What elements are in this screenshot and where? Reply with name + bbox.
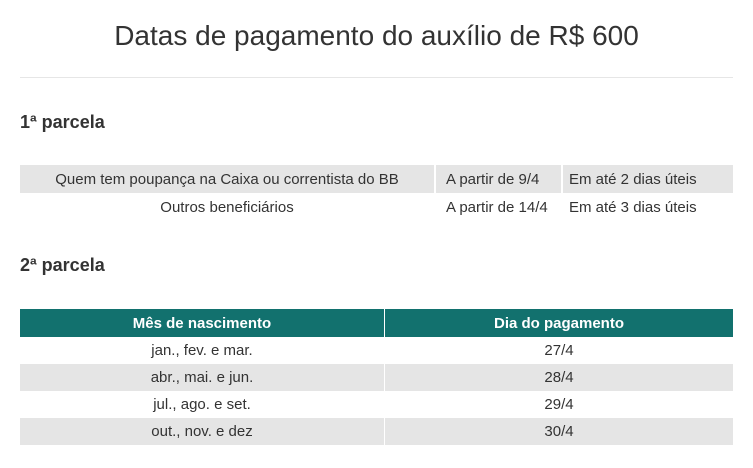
table-row: Quem tem poupança na Caixa ou correntist…	[20, 165, 733, 193]
payment-day-cell: 27/4	[384, 337, 733, 364]
birth-month-cell: jul., ago. e set.	[153, 396, 251, 413]
page-title: Datas de pagamento do auxílio de R$ 600	[114, 20, 639, 51]
section-heading-2a-parcela: 2ª parcela	[20, 255, 105, 275]
table-2a-parcela: Mês de nascimento Dia do pagamento jan.,…	[20, 309, 733, 445]
table-header-row: Mês de nascimento Dia do pagamento	[20, 309, 733, 337]
birth-month-cell: abr., mai. e jun.	[20, 364, 385, 391]
payment-day-cell: 30/4	[384, 418, 733, 445]
deadline-cell: Em até 2 dias úteis	[561, 165, 733, 193]
beneficiary-group-cell: Quem tem poupança na Caixa ou correntist…	[20, 165, 435, 193]
birth-month-cell: out., nov. e dez	[20, 418, 385, 445]
table-row: out., nov. e dez 30/4	[20, 418, 733, 445]
table-row: jul., ago. e set. 29/4	[20, 391, 733, 418]
deadline-cell: Em até 3 dias úteis	[561, 193, 733, 221]
beneficiary-group-cell: Outros beneficiários	[160, 198, 294, 216]
column-header-payment-day: Dia do pagamento	[384, 309, 733, 337]
table-row: Outros beneficiários A partir de 14/4 Em…	[20, 193, 733, 221]
start-date-cell: A partir de 14/4	[434, 193, 562, 221]
column-header-birth-month: Mês de nascimento	[20, 309, 385, 337]
section-heading-1a-parcela: 1ª parcela	[20, 112, 105, 132]
table-row: abr., mai. e jun. 28/4	[20, 364, 733, 391]
start-date-cell: A partir de 9/4	[434, 165, 562, 193]
payment-day-cell: 29/4	[384, 391, 733, 418]
birth-month-cell: jan., fev. e mar.	[151, 342, 253, 359]
table-row: jan., fev. e mar. 27/4	[20, 337, 733, 364]
table-1a-parcela: Quem tem poupança na Caixa ou correntist…	[20, 165, 733, 221]
payment-day-cell: 28/4	[384, 364, 733, 391]
title-divider	[20, 77, 733, 78]
